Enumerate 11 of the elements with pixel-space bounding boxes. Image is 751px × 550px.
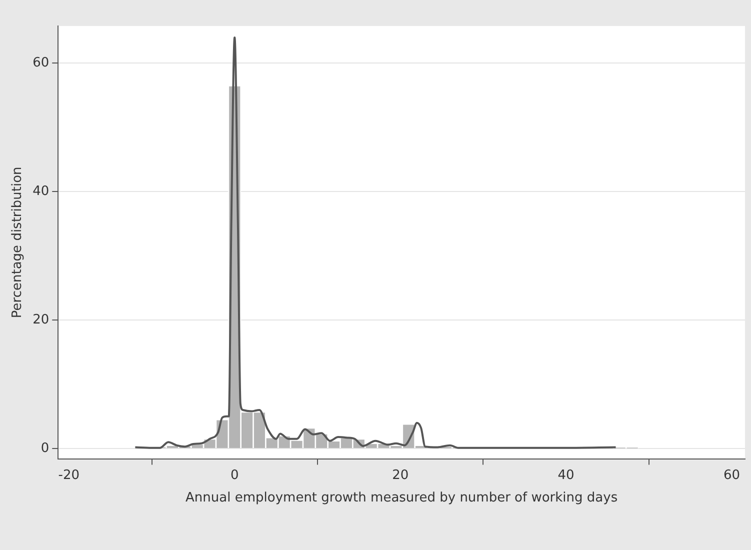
x-axis-title: Annual employment growth measured by number of working days bbox=[186, 490, 618, 506]
x-tick-label: 60 bbox=[723, 468, 740, 483]
x-tick-label: 0 bbox=[230, 468, 239, 483]
y-tick-label: 20 bbox=[32, 312, 50, 328]
x-tick-label: -20 bbox=[58, 468, 80, 483]
y-tick-label: 0 bbox=[40, 440, 50, 456]
y-tick-label: 60 bbox=[32, 56, 50, 71]
y-axis-title: Percentage distribution bbox=[10, 166, 26, 318]
x-tick-label: 20 bbox=[392, 468, 409, 483]
y-tick-label: 40 bbox=[32, 184, 50, 200]
x-tick-label: 40 bbox=[558, 468, 574, 483]
